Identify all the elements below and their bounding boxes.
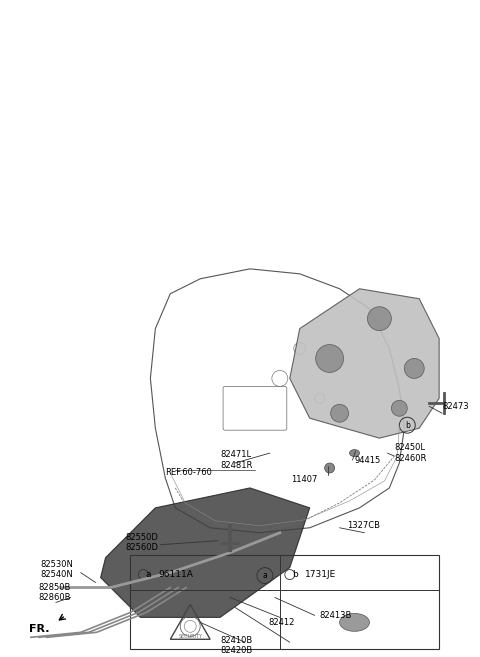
Text: 82410B
82420B: 82410B 82420B: [220, 635, 252, 655]
Text: 82850B
82860B: 82850B 82860B: [39, 583, 72, 602]
Text: 1327CB: 1327CB: [348, 521, 381, 530]
Circle shape: [404, 359, 424, 378]
Polygon shape: [101, 488, 310, 618]
Text: 82530N
82540N: 82530N 82540N: [41, 560, 74, 579]
Ellipse shape: [349, 449, 360, 457]
Circle shape: [324, 463, 335, 473]
Circle shape: [316, 344, 344, 373]
Text: a: a: [145, 570, 151, 579]
Polygon shape: [290, 289, 439, 438]
Text: REF.60-760: REF.60-760: [165, 468, 212, 478]
Circle shape: [391, 400, 408, 417]
Text: 96111A: 96111A: [158, 570, 193, 579]
Text: FR.: FR.: [29, 624, 49, 635]
Text: 82413B: 82413B: [320, 611, 352, 620]
Text: b: b: [405, 420, 410, 430]
Text: 82412: 82412: [268, 618, 294, 627]
Circle shape: [331, 404, 348, 422]
Ellipse shape: [339, 614, 370, 631]
Text: 11407: 11407: [291, 476, 318, 484]
Text: 94415: 94415: [355, 455, 381, 464]
Text: b: b: [292, 570, 298, 579]
Text: a: a: [263, 571, 267, 580]
Text: 82450L
82460R: 82450L 82460R: [395, 443, 427, 463]
Text: 1731JE: 1731JE: [305, 570, 336, 579]
Circle shape: [368, 307, 391, 330]
Text: SECURITY: SECURITY: [178, 634, 202, 639]
Text: 82473: 82473: [442, 402, 469, 411]
Text: 82550D
82560D: 82550D 82560D: [125, 533, 158, 553]
Text: 82471L
82481R: 82471L 82481R: [220, 450, 252, 470]
